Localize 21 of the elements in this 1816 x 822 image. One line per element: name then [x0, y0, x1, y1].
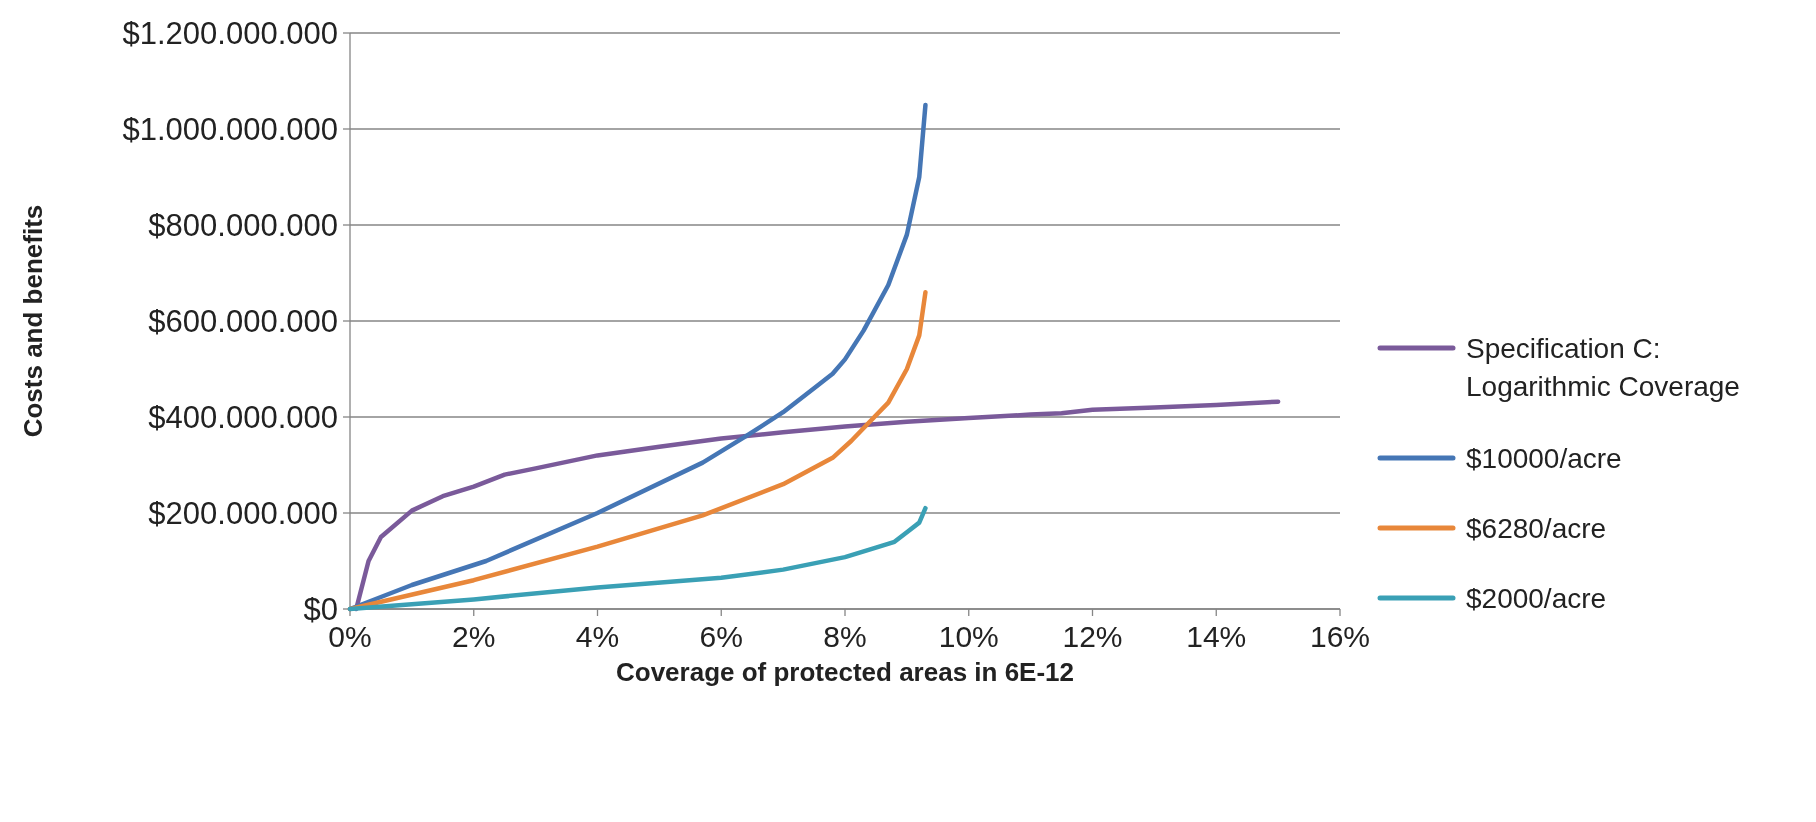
y-tick-label: $400.000.000: [148, 399, 338, 435]
legend-label: $2000/acre: [1466, 582, 1607, 614]
legend-label: $10000/acre: [1466, 442, 1622, 474]
legend-label: $6280/acre: [1466, 512, 1607, 544]
x-tick-label: 10%: [938, 620, 999, 653]
y-tick-label: $600.000.000: [148, 303, 338, 339]
x-tick-label: 14%: [1186, 620, 1247, 653]
y-axis-title: Costs and benefits: [18, 204, 48, 438]
y-tick-label: $800.000.000: [148, 207, 338, 243]
y-tick-label: $1.200.000.000: [122, 15, 338, 51]
x-tick-label: 6%: [699, 620, 743, 653]
x-axis-title: Coverage of protected areas in 6E-12: [615, 657, 1075, 687]
y-tick-label: $200.000.000: [148, 495, 338, 531]
y-tick-label: $1.000.000.000: [122, 111, 338, 147]
legend-label: Specification C: Logarithmic Coverage: [1466, 332, 1740, 402]
x-tick-label: 2%: [452, 620, 496, 653]
x-tick-label: 16%: [1309, 620, 1371, 653]
line-series: [347, 505, 928, 612]
x-tick-label: 8%: [823, 620, 867, 653]
x-tick-label: 4%: [575, 620, 620, 653]
x-tick-label: 12%: [1062, 620, 1123, 653]
